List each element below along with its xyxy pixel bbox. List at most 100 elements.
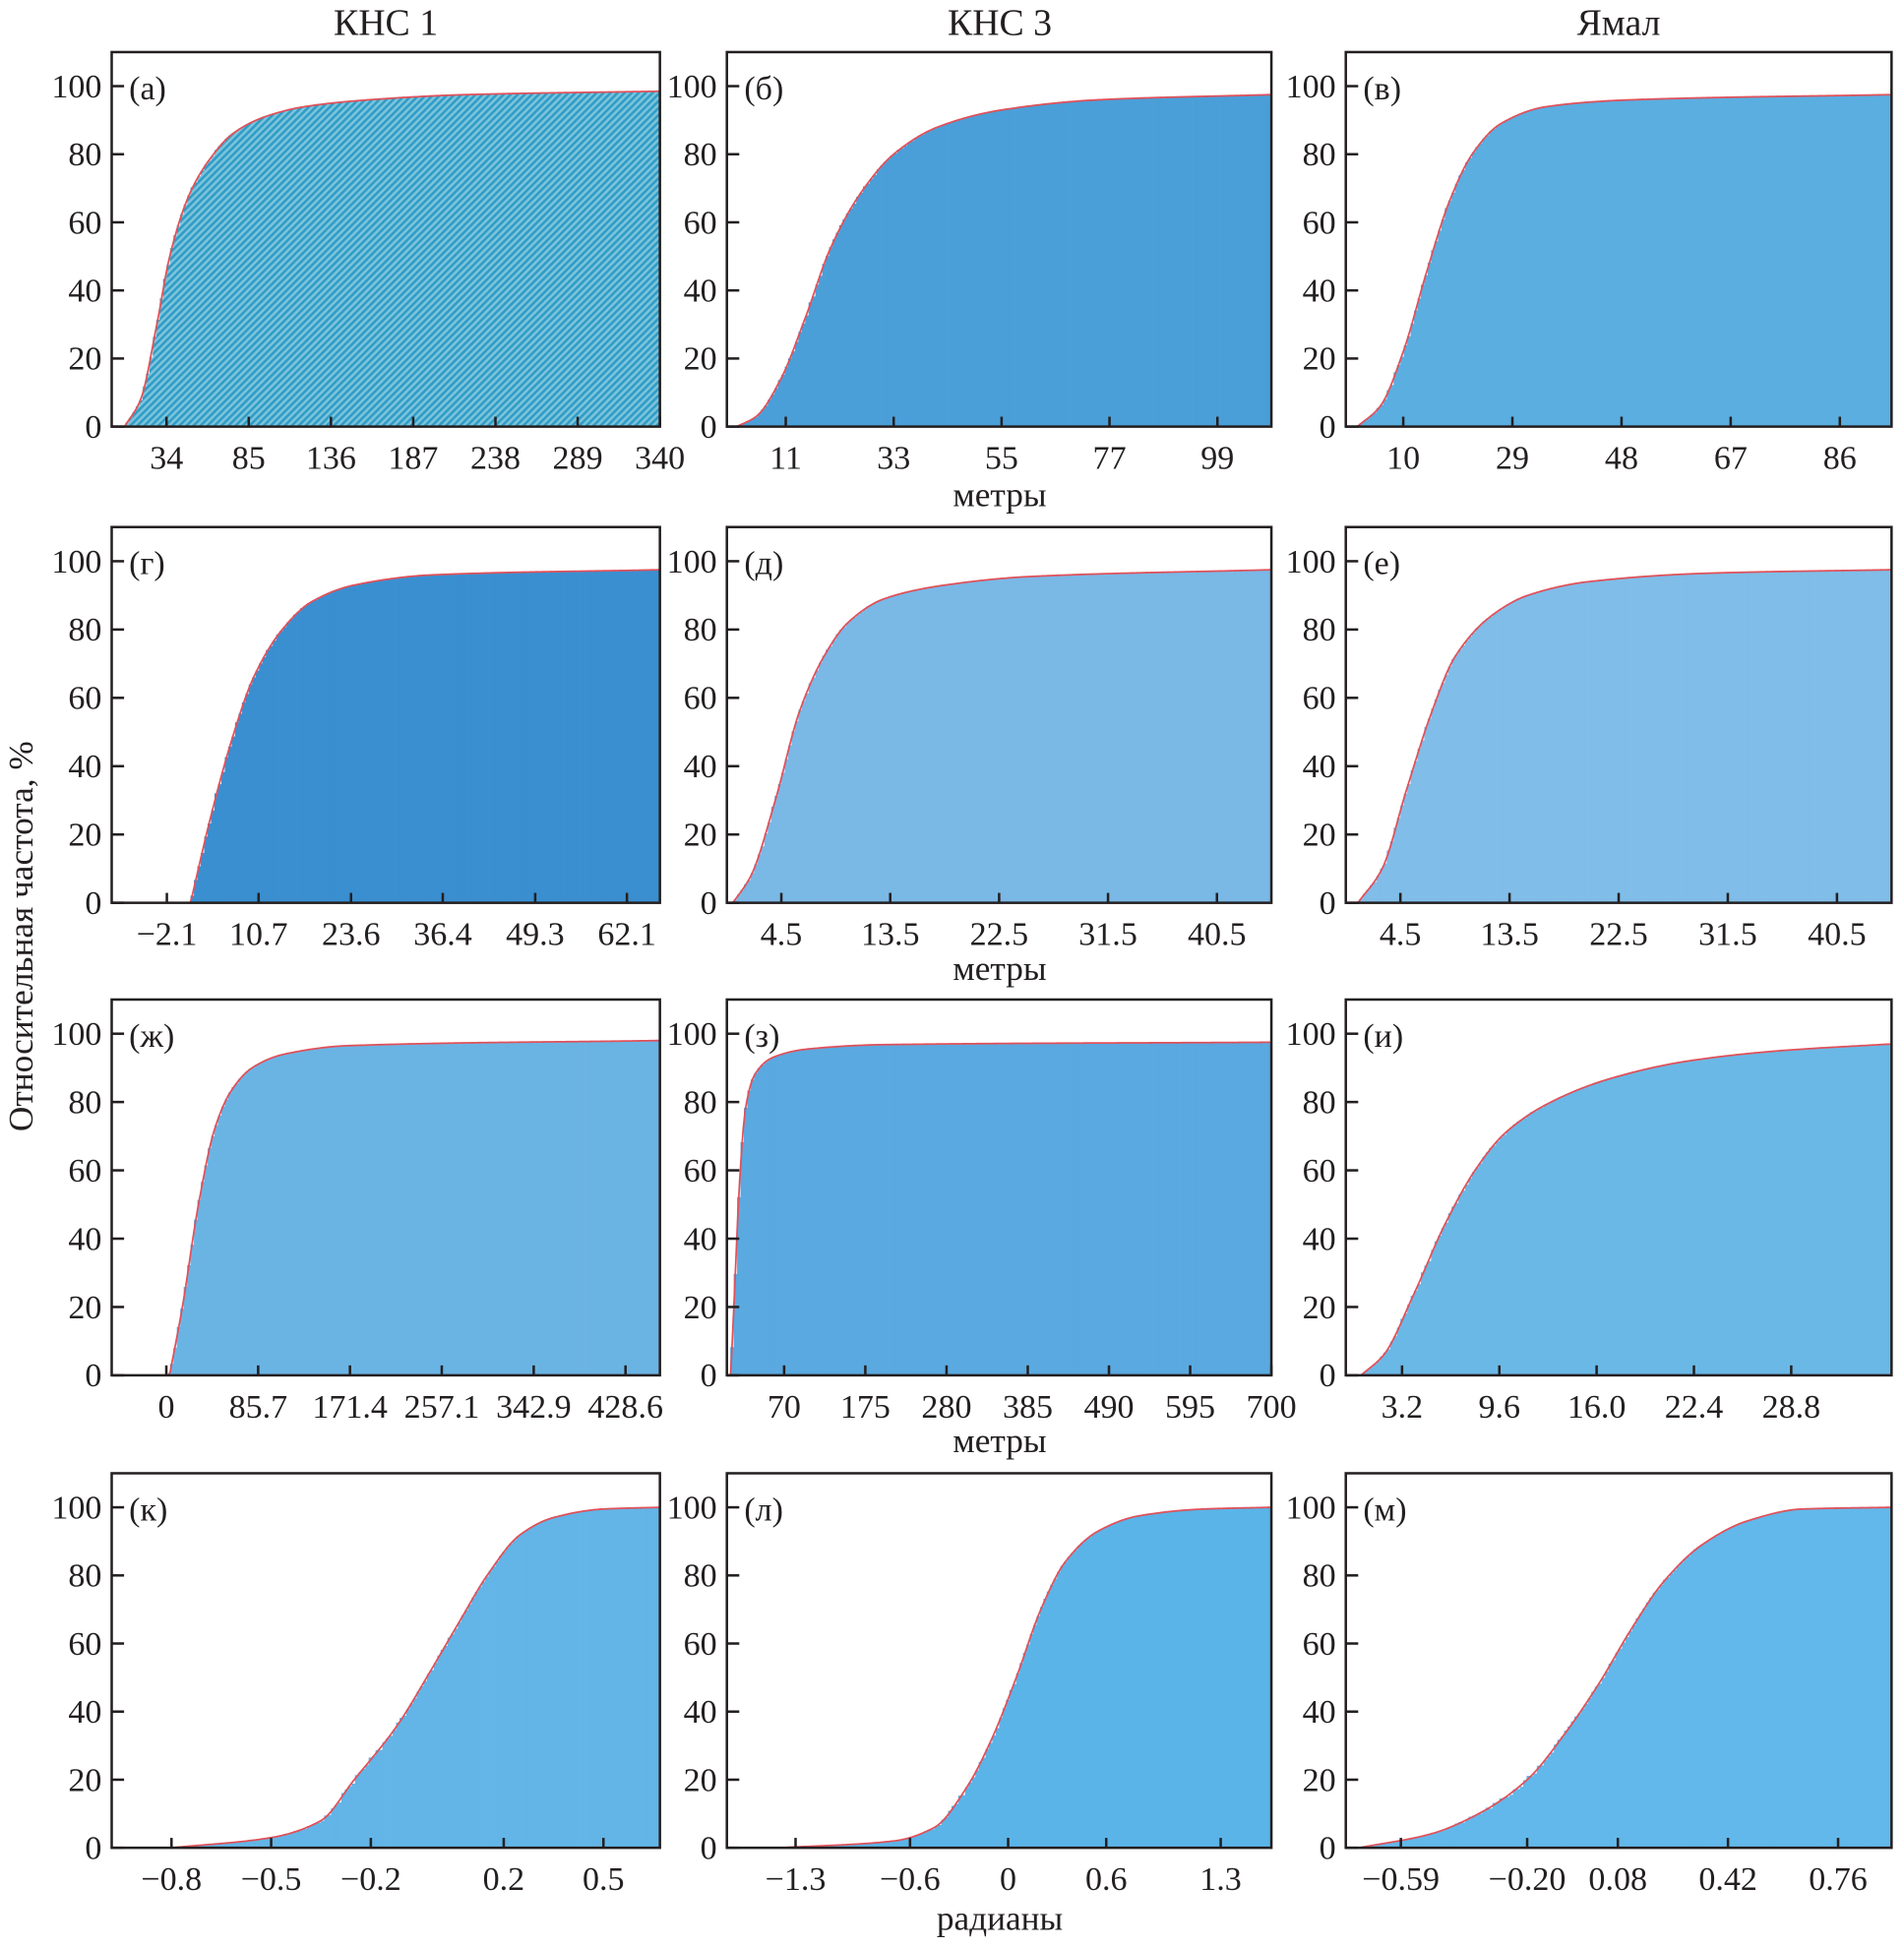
histogram-bar: [516, 1536, 521, 1849]
histogram-bar: [266, 116, 271, 427]
histogram-bar: [1468, 1816, 1473, 1849]
histogram-bar: [224, 1099, 229, 1375]
histogram-bar: [883, 161, 888, 427]
histogram-bar: [1676, 574, 1681, 903]
histogram-bar: [1601, 1677, 1606, 1849]
histogram-bar: [474, 1592, 479, 1849]
histogram-bar: [227, 135, 232, 427]
histogram-bar: [890, 595, 894, 903]
histogram-bar: [1543, 589, 1548, 903]
histogram-bar: [502, 1552, 507, 1849]
histogram-bar: [1806, 1508, 1811, 1849]
histogram-bar: [1826, 1047, 1831, 1375]
histogram-bar: [645, 570, 650, 903]
histogram-bar: [1050, 103, 1055, 427]
histogram-bar: [317, 597, 322, 903]
histogram-bar: [808, 302, 813, 427]
histogram-bar: [1135, 1042, 1139, 1375]
histogram-bar: [1145, 572, 1149, 903]
histogram-bar: [1121, 1043, 1126, 1375]
histogram-bar: [1186, 96, 1191, 427]
histogram-bar: [1176, 96, 1181, 427]
histogram-bar: [629, 91, 634, 427]
histogram-bar: [1179, 96, 1184, 427]
x-tick-label: 0.5: [583, 1861, 625, 1898]
histogram-bar: [907, 591, 911, 903]
histogram-bar: [1209, 1042, 1214, 1375]
histogram-bar: [1631, 1071, 1636, 1375]
histogram-bar: [344, 1790, 349, 1849]
y-tick-label: 20: [68, 1290, 101, 1326]
histogram-bar: [1148, 572, 1153, 903]
histogram-bar: [883, 598, 888, 903]
histogram-bar: [512, 1042, 517, 1375]
histogram-bar: [1420, 284, 1425, 427]
histogram-bar: [971, 1777, 976, 1849]
histogram-bar: [1564, 103, 1568, 427]
histogram-bar: [649, 91, 654, 427]
x-tick-label: 340: [635, 440, 685, 476]
histogram-bar: [430, 575, 435, 903]
histogram-bar: [351, 100, 356, 427]
histogram-bar: [1043, 1043, 1048, 1375]
histogram-bar: [1434, 241, 1439, 427]
histogram-bar: [248, 684, 253, 903]
histogram-bar: [227, 746, 232, 903]
histogram-bar: [907, 142, 911, 427]
x-tick-label: 31.5: [1698, 917, 1757, 953]
histogram-bar: [985, 112, 990, 427]
histogram-bar: [1700, 573, 1705, 903]
histogram-bar: [1670, 1573, 1674, 1849]
histogram-bar: [509, 1042, 514, 1375]
histogram-bar: [1561, 1736, 1565, 1849]
histogram-bar: [1505, 1130, 1510, 1375]
histogram-bar: [1812, 571, 1817, 903]
histogram-bar: [913, 1836, 918, 1849]
histogram-bar: [1410, 769, 1415, 903]
histogram-bar: [492, 93, 496, 427]
histogram-bar: [1738, 1523, 1743, 1849]
histogram-bar: [1039, 576, 1044, 903]
histogram-bar: [1454, 183, 1459, 427]
histogram-bar: [338, 1046, 342, 1375]
histogram-bar: [567, 92, 572, 427]
histogram-bar: [1148, 1513, 1153, 1849]
histogram-bar: [791, 351, 796, 427]
y-tick-label: 100: [1286, 544, 1336, 580]
histogram-bar: [652, 570, 657, 903]
histogram-bar: [968, 1782, 973, 1849]
histogram-bar: [581, 571, 585, 903]
histogram-bar: [1577, 102, 1582, 427]
histogram-bar: [1386, 1842, 1391, 1849]
histogram-bar: [1687, 1061, 1691, 1375]
histogram-bar: [1789, 1050, 1794, 1375]
histogram-bar: [1550, 587, 1555, 903]
histogram-bar: [1183, 1510, 1187, 1849]
histogram-bar: [474, 93, 479, 427]
histogram-bar: [190, 187, 195, 427]
histogram-bar: [1148, 1042, 1153, 1375]
histogram-bar: [1471, 1172, 1476, 1375]
histogram-bar: [217, 784, 222, 903]
histogram-bar: [1877, 94, 1882, 427]
histogram-bar: [306, 603, 311, 903]
histogram-bar: [334, 1804, 338, 1849]
histogram-bar: [478, 1042, 482, 1375]
histogram-bar: [777, 1055, 782, 1375]
histogram-bar: [604, 571, 609, 903]
x-tick-label: 99: [1200, 440, 1234, 476]
histogram-bar: [995, 578, 1000, 903]
histogram-bar: [964, 581, 969, 903]
histogram-bar: [608, 1508, 613, 1849]
histogram-bar: [957, 119, 962, 427]
histogram-bar: [1414, 761, 1418, 903]
histogram-bar: [241, 1841, 246, 1849]
x-tick-label: 13.5: [1480, 917, 1539, 953]
histogram-bar: [386, 1044, 390, 1375]
y-tick-label: 60: [1303, 1626, 1336, 1663]
histogram-bar: [1547, 1103, 1552, 1375]
histogram-bar: [1083, 574, 1088, 903]
histogram-bar: [597, 1509, 602, 1849]
y-tick-label: 0: [1320, 1831, 1336, 1867]
